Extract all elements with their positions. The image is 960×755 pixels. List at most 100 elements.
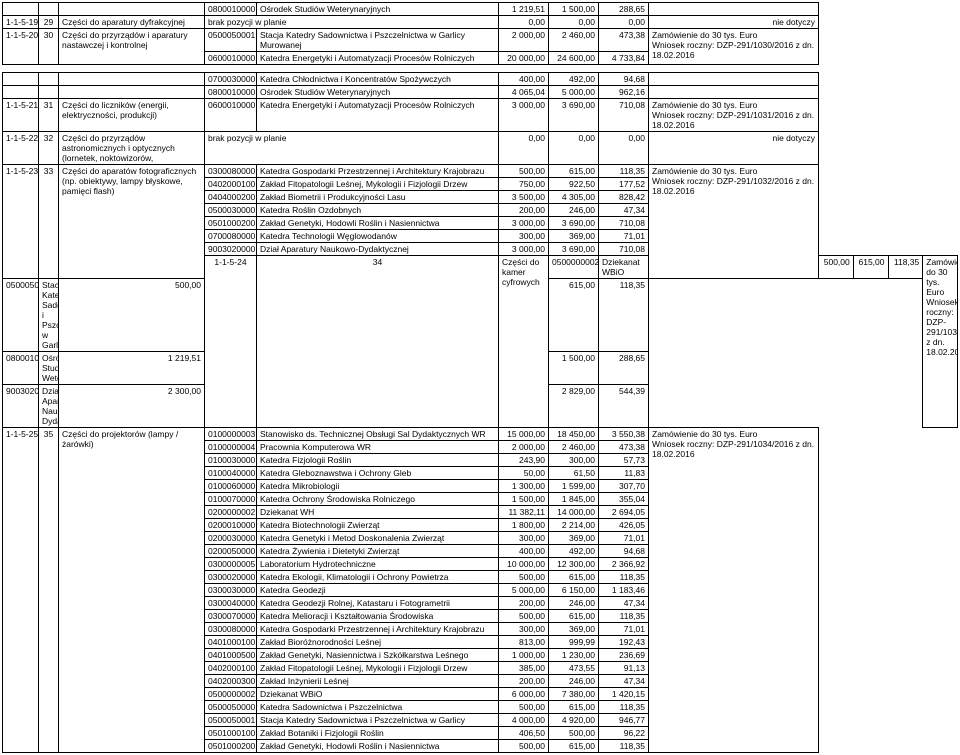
table-cell: 369,00: [549, 230, 599, 243]
table-cell: 7 380,00: [549, 688, 599, 701]
table-cell: 246,00: [549, 597, 599, 610]
table-cell: 96,22: [599, 727, 649, 740]
table-cell: 0600010000: [205, 99, 257, 132]
table-cell: 118,35: [599, 610, 649, 623]
table-cell: Zakład Inżynierii Leśnej: [257, 675, 499, 688]
table-cell: nie dotyczy: [649, 16, 819, 29]
table-cell: 2 460,00: [549, 29, 599, 52]
table-cell: 0500050001: [3, 279, 39, 352]
table-cell: 15 000,00: [499, 428, 549, 441]
table-cell: 0501000200: [205, 740, 257, 753]
table-cell: nie dotyczy: [649, 132, 819, 165]
table-cell: 118,35: [599, 571, 649, 584]
table-cell: 0800010000: [3, 352, 39, 385]
table-cell: 473,38: [599, 441, 649, 454]
table-cell: 615,00: [549, 165, 599, 178]
table-cell: 500,00: [549, 727, 599, 740]
table-cell: [39, 73, 59, 86]
table-cell: 500,00: [499, 571, 549, 584]
table-cell: 47,34: [599, 204, 649, 217]
table-cell: 1 845,00: [549, 493, 599, 506]
table-cell: 4 305,00: [549, 191, 599, 204]
table-cell: Katedra Geodezji: [257, 584, 499, 597]
data-table: 0800010000 Ośrodek Studiów Weterynaryjnyc…: [2, 2, 958, 753]
table-cell: 1-1-5-20: [3, 29, 39, 65]
table-cell: Zamówienie do 30 tys. EuroWniosek roczny…: [649, 29, 819, 65]
table-cell: 200,00: [499, 204, 549, 217]
table-cell: 0,00: [499, 16, 549, 29]
table-cell: 2 000,00: [499, 441, 549, 454]
table-cell: Dziekanat WH: [257, 506, 499, 519]
table-cell: Katedra Genetyki i Metod Doskonalenia Zw…: [257, 532, 499, 545]
table-cell: Dział Aparatury Naukowo-Dydaktycznej: [257, 243, 499, 256]
table-cell: 0200000002: [205, 506, 257, 519]
table-cell: 1 500,00: [549, 352, 599, 385]
table-cell: 400,00: [499, 73, 549, 86]
table-cell: Stacja Katedry Sadownictwa i Pszczelnict…: [39, 279, 59, 352]
table-cell: Zakład Genetyki, Hodowli Roślin i Nasien…: [257, 740, 499, 753]
table-cell: 300,00: [549, 454, 599, 467]
table-cell: 0500030000: [205, 204, 257, 217]
table-cell: 0600010000: [205, 52, 257, 65]
table-cell: 0300000005: [205, 558, 257, 571]
table-cell: 0,00: [599, 132, 649, 165]
table-cell: 71,01: [599, 230, 649, 243]
table-cell: 0200010000: [205, 519, 257, 532]
table-cell: 1-1-5-19: [3, 16, 39, 29]
table-cell: 492,00: [549, 73, 599, 86]
table-cell: 0200050000: [205, 545, 257, 558]
table-cell: 31: [39, 99, 59, 132]
table-cell: Katedra Żywienia i Dietetyki Zwierząt: [257, 545, 499, 558]
table-cell: 1 500,00: [499, 493, 549, 506]
table-cell: 922,50: [549, 178, 599, 191]
table-cell: Ośrodek Studiów Weterynaryjnych: [257, 3, 499, 16]
table-cell: 200,00: [499, 597, 549, 610]
table-cell: 615,00: [549, 701, 599, 714]
table-cell: 1 420,15: [599, 688, 649, 701]
table-cell: 1 300,00: [499, 480, 549, 493]
table-cell: Katedra Energetyki i Automatyzacji Proce…: [257, 52, 499, 65]
table-row: 1-1-5-2131Części do liczników (energii, …: [3, 99, 958, 132]
table-cell: 5 000,00: [499, 584, 549, 597]
table-cell: 2 694,05: [599, 506, 649, 519]
table-cell: [3, 73, 39, 86]
table-cell: 500,00: [499, 610, 549, 623]
table-cell: 946,77: [599, 714, 649, 727]
table-cell: 118,35: [888, 256, 923, 279]
table-cell: 29: [39, 16, 59, 29]
table-cell: 0100000003: [205, 428, 257, 441]
table-cell: 369,00: [549, 532, 599, 545]
table-cell: 500,00: [59, 279, 205, 352]
table-cell: 30: [39, 29, 59, 65]
table-cell: 200,00: [499, 675, 549, 688]
table-cell: 61,50: [549, 467, 599, 480]
table-cell: 355,04: [599, 493, 649, 506]
table-cell: Części do aparatów fotograficznych (np. …: [59, 165, 205, 279]
table-cell: 0,00: [599, 16, 649, 29]
table-cell: 2 214,00: [549, 519, 599, 532]
table-cell: Stacja Katedry Sadownictwa i Pszczelnict…: [257, 29, 499, 52]
table-cell: Stanowisko ds. Technicznej Obsługi Sal D…: [257, 428, 499, 441]
table-cell: 1 500,00: [549, 3, 599, 16]
table-cell: [3, 65, 819, 73]
table-cell: Zamówienie do 30 tys. EuroWniosek roczny…: [923, 256, 958, 428]
table-cell: Zakład Genetyki, Hodowli Roślin i Nasien…: [257, 217, 499, 230]
table-cell: 0500000002: [205, 688, 257, 701]
table-cell: 118,35: [599, 279, 649, 352]
table-cell: 615,00: [549, 279, 599, 352]
table-cell: Katedra Mikrobiologii: [257, 480, 499, 493]
table-cell: Stacja Katedry Sadownictwa i Pszczelnict…: [257, 714, 499, 727]
table-cell: 1 800,00: [499, 519, 549, 532]
table-cell: 2 300,00: [59, 385, 205, 428]
table-cell: 33: [39, 165, 59, 279]
table-row: 0800010000Ośrodek Studiów Weterynaryjnyc…: [3, 3, 958, 16]
table-cell: Pracownia Komputerowa WR: [257, 441, 499, 454]
table-cell: 300,00: [499, 532, 549, 545]
table-cell: 400,00: [499, 545, 549, 558]
table-cell: 0402000100: [205, 662, 257, 675]
table-cell: Zakład Botaniki i Fizjologii Roślin: [257, 727, 499, 740]
table-cell: [39, 86, 59, 99]
table-cell: 3 690,00: [549, 243, 599, 256]
table-cell: Katedra Fizjologii Roślin: [257, 454, 499, 467]
table-cell: Zakład Genetyki, Nasiennictwa i Szkółkar…: [257, 649, 499, 662]
